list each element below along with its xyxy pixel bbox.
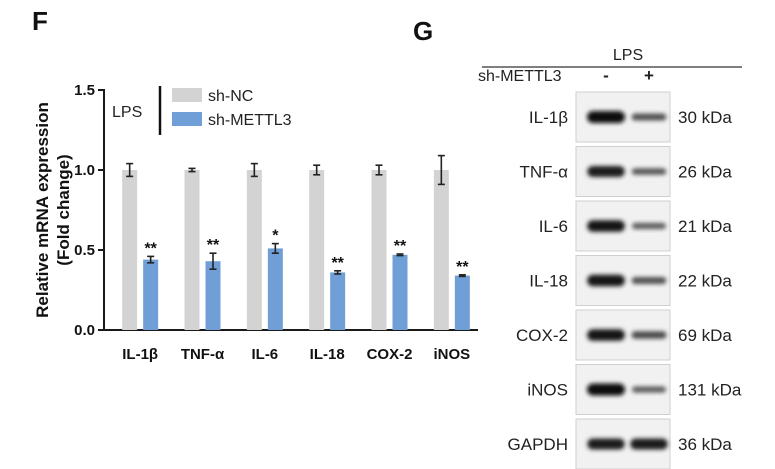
panel-letter-f: F [32, 6, 48, 36]
wb-lane-label: + [644, 66, 654, 85]
blot-band [587, 383, 625, 396]
panel-letter-g: G [413, 16, 434, 46]
blot-band [631, 331, 667, 339]
blot-band [587, 274, 625, 287]
wb-size-label: 131 kDa [678, 381, 742, 400]
legend-label: sh-NC [208, 88, 253, 105]
x-tick-label: iNOS [433, 346, 470, 363]
wb-protein-label: iNOS [527, 381, 568, 400]
y-tick-label: 1.5 [74, 82, 95, 99]
bar-sh-mettl3 [392, 254, 408, 330]
significance-label: ** [456, 259, 469, 276]
blot-band [631, 113, 667, 121]
significance-label: ** [394, 238, 407, 255]
wb-size-label: 21 kDa [678, 217, 732, 236]
bar-sh-mettl3 [454, 275, 470, 330]
wb-header-label: LPS [613, 47, 643, 64]
blot-band [630, 438, 668, 450]
wb-size-label: 36 kDa [678, 435, 732, 454]
wb-condition-label: sh-METTL3 [478, 68, 562, 85]
wb-size-label: 26 kDa [678, 163, 732, 182]
bar-sh-nc [184, 170, 200, 330]
bar-sh-nc [371, 170, 387, 330]
legend-swatch [172, 88, 202, 102]
bar-sh-mettl3 [267, 248, 283, 330]
bar-chart: 0.0 0.5 1.0 1.5 Relative mRNA expression (Fol… [33, 82, 478, 363]
wb-protein-label: GAPDH [508, 435, 568, 454]
blot-band [587, 165, 625, 178]
bar-sh-nc [309, 170, 325, 330]
wb-protein-label: COX-2 [516, 326, 568, 345]
wb-size-label: 22 kDa [678, 272, 732, 291]
x-tick-label: IL-1β [122, 346, 158, 363]
x-tick-label: TNF-α [181, 346, 225, 363]
western-blot: LPS sh-METTL3 - + IL-1β 30 kDa TNF-α 26 kDa IL-6… [478, 47, 742, 469]
wb-protein-label: IL-18 [529, 272, 568, 291]
legend-group-label: LPS [112, 104, 142, 121]
blot-band [631, 276, 667, 285]
y-tick-label: 0.5 [74, 242, 95, 259]
bar-sh-mettl3 [330, 272, 346, 330]
bar-sh-mettl3 [205, 261, 221, 330]
blot-band [631, 222, 667, 230]
significance-label: * [272, 228, 279, 245]
x-tick-label: IL-18 [310, 346, 345, 363]
blot-band [587, 438, 625, 450]
bar-sh-mettl3 [143, 259, 159, 330]
x-tick-label: COX-2 [367, 346, 413, 363]
bar-sh-nc [433, 170, 449, 330]
y-tick-label: 0.0 [74, 322, 95, 339]
bar-sh-nc [246, 170, 262, 330]
blot-band [587, 329, 625, 341]
wb-size-label: 30 kDa [678, 108, 732, 127]
bar-sh-nc [122, 170, 138, 330]
legend-label: sh-METTL3 [208, 112, 292, 129]
wb-lane-label: - [603, 66, 609, 85]
significance-label: ** [331, 255, 344, 272]
wb-size-label: 69 kDa [678, 326, 732, 345]
blot-band [631, 168, 667, 175]
wb-protein-label: IL-6 [539, 217, 568, 236]
wb-protein-label: TNF-α [519, 163, 568, 182]
legend-swatch [172, 112, 202, 126]
wb-protein-label: IL-1β [529, 108, 568, 127]
blot-band [587, 220, 625, 232]
x-tick-label: IL-6 [251, 346, 278, 363]
blot-band [631, 386, 667, 393]
y-axis-title-line2: (Fold change) [54, 154, 73, 265]
blot-band [587, 111, 625, 123]
y-tick-label: 1.0 [74, 162, 95, 179]
significance-label: ** [207, 237, 220, 254]
y-axis-title: Relative mRNA expression [33, 102, 52, 318]
significance-label: ** [144, 240, 157, 257]
